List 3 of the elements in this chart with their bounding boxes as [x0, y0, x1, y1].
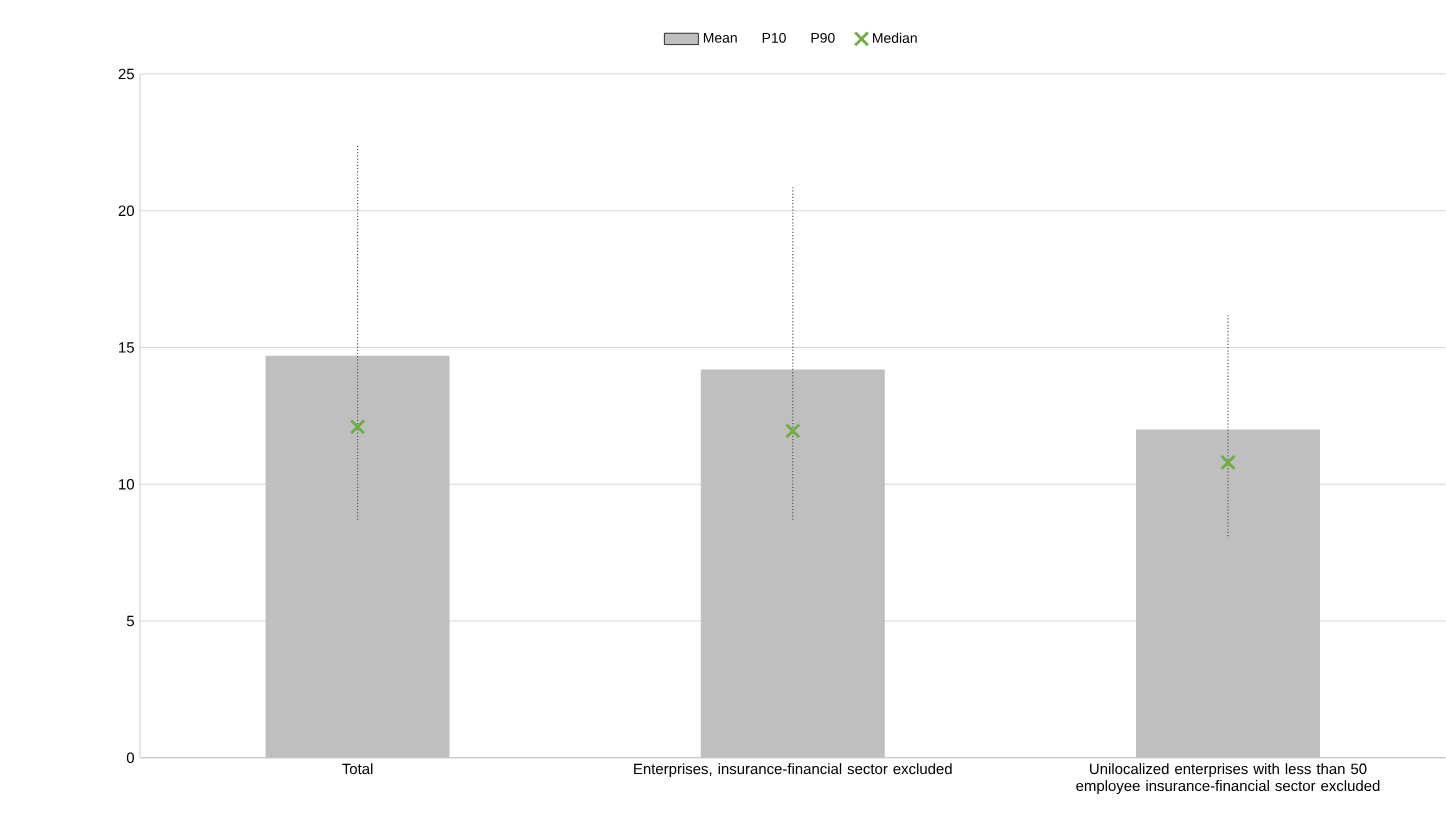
point — [1220, 454, 1236, 471]
point — [349, 419, 366, 435]
point — [785, 423, 801, 439]
